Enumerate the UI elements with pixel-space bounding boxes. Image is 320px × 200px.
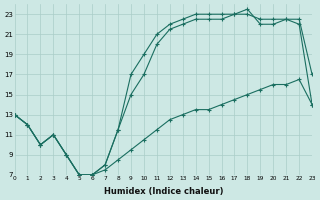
X-axis label: Humidex (Indice chaleur): Humidex (Indice chaleur) [104, 187, 223, 196]
